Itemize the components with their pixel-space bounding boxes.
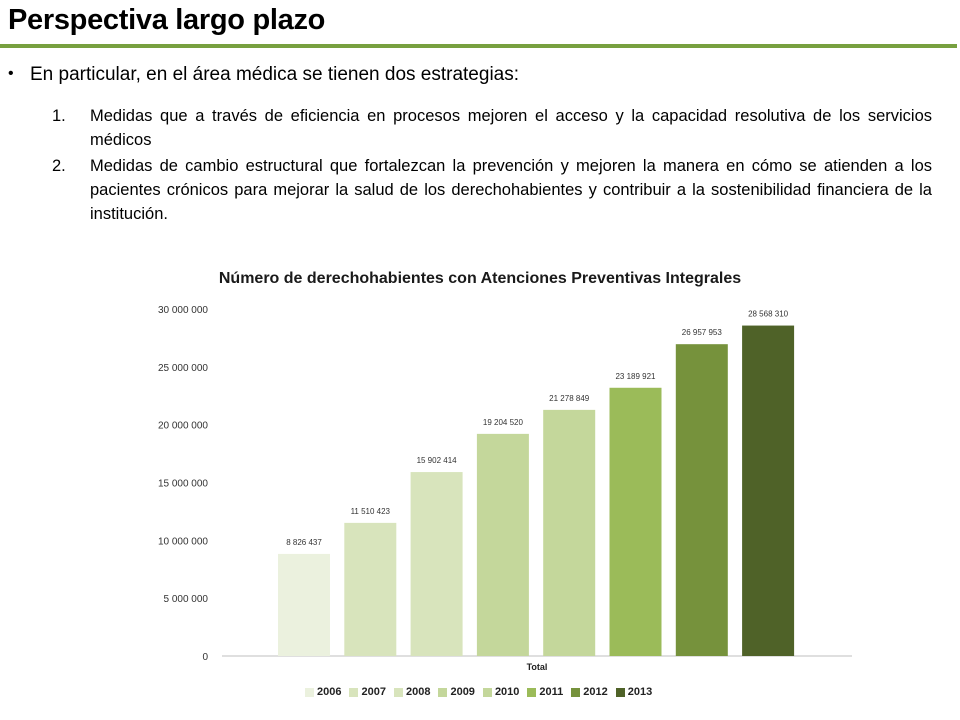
legend-swatch <box>393 687 403 697</box>
title-underline <box>0 44 957 48</box>
y-tick-label: 0 <box>202 652 208 663</box>
y-tick-label: 30 000 000 <box>158 305 208 316</box>
data-label-2013: 28 568 310 <box>748 310 789 319</box>
bullet-icon: • <box>8 65 14 82</box>
legend-label: 2007 <box>361 686 386 698</box>
legend-label: 2011 <box>539 686 564 698</box>
legend-item-2012: 2012 <box>571 686 608 698</box>
legend-label: 2009 <box>450 686 475 698</box>
legend-label: 2008 <box>405 686 431 698</box>
legend-swatch <box>615 687 625 697</box>
list-item-text: Medidas de cambio estructural que fortal… <box>90 157 932 223</box>
legend-item-2008: 2008 <box>393 686 431 698</box>
list-item: 1. Medidas que a través de eficiencia en… <box>52 104 932 152</box>
y-tick-label: 5 000 000 <box>164 594 209 605</box>
bar-2012 <box>675 344 728 656</box>
data-label-2011: 23 189 921 <box>615 372 656 381</box>
legend-swatch <box>305 687 314 697</box>
list-item-number: 2. <box>52 157 66 175</box>
list-item: 2. Medidas de cambio estructural que for… <box>52 154 932 226</box>
data-label-2010: 21 278 849 <box>549 394 590 403</box>
data-label-2006: 8 826 437 <box>286 538 322 547</box>
data-label-2007: 11 510 423 <box>351 507 391 516</box>
bar-chart: 0 5 000 000 10 000 000 15 000 000 20 000 000… <box>158 305 852 672</box>
y-tick-label: 25 000 000 <box>158 363 208 374</box>
bar-2007 <box>344 522 397 656</box>
legend-swatch <box>482 687 492 697</box>
y-tick-label: 10 000 000 <box>158 536 208 547</box>
list-item-text: Medidas que a través de eficiencia en pr… <box>90 107 932 149</box>
data-label-2009: 19 204 520 <box>483 418 524 427</box>
page-title: Perspectiva largo plazo <box>8 4 326 36</box>
y-tick-label: 15 000 000 <box>158 479 208 490</box>
y-tick-label: 20 000 000 <box>158 421 208 432</box>
legend-label: 2006 <box>317 686 342 698</box>
list-item-number: 1. <box>52 107 66 125</box>
intro-bullet: • En particular, en el área médica se tie… <box>8 64 948 86</box>
legend-item-2011: 2011 <box>527 686 563 698</box>
bar-2011 <box>609 387 662 656</box>
chart-title: Número de derechohabientes con Atencione… <box>218 270 742 287</box>
data-label-2012: 26 957 953 <box>682 328 723 337</box>
legend-swatch <box>349 687 359 697</box>
bar-2013 <box>742 325 795 656</box>
legend-item-2013: 2013 <box>615 686 653 698</box>
bar-2008 <box>410 472 463 656</box>
legend-swatch <box>571 687 581 697</box>
legend-swatch <box>527 687 537 697</box>
legend-label: 2010 <box>494 686 520 698</box>
strategy-list: 1. Medidas que a través de eficiencia en… <box>52 104 932 228</box>
legend-item-2010: 2010 <box>482 686 520 698</box>
legend-item-2006: 2006 <box>305 686 341 698</box>
bar-2009 <box>476 433 529 656</box>
bar-2010 <box>543 409 596 656</box>
x-axis-label: Total <box>527 662 548 672</box>
legend-item-2007: 2007 <box>349 686 386 698</box>
intro-bullet-text: En particular, en el área médica se tien… <box>30 64 520 85</box>
legend-swatch <box>438 687 448 697</box>
legend-item-2009: 2009 <box>438 686 475 698</box>
data-label-2008: 15 902 414 <box>417 456 458 465</box>
legend-label: 2013 <box>627 686 653 698</box>
legend-label: 2012 <box>583 686 608 698</box>
bar-2006 <box>278 553 330 656</box>
chart-legend: 2006 2007 2008 2009 2010 2011 2012 2013 <box>305 686 652 698</box>
